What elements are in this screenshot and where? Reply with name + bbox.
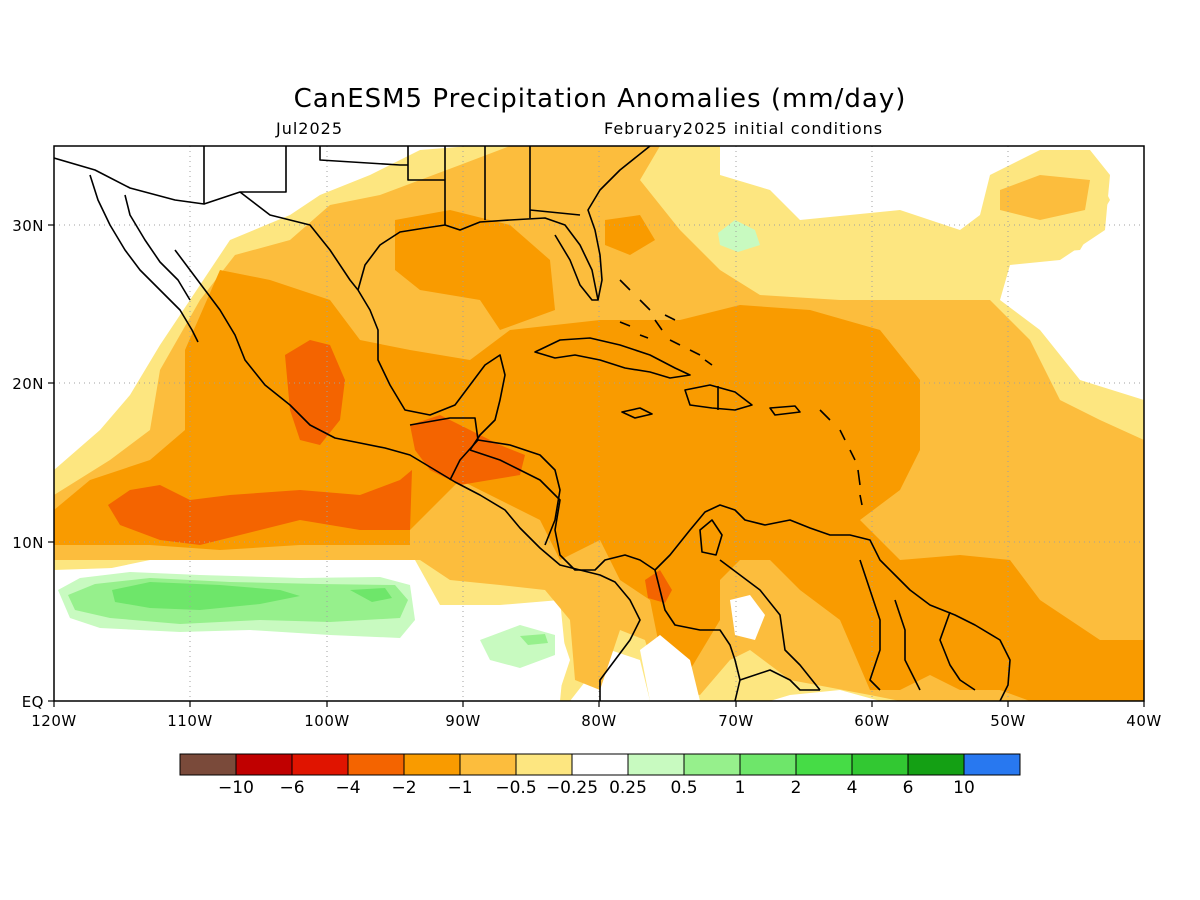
lon-label-40w: 40W (1126, 712, 1161, 730)
longitude-labels: 120W 110W 100W 90W 80W 70W 60W 50W 40W (31, 712, 1161, 730)
lon-label-70w: 70W (718, 712, 753, 730)
colorbar-label: −10 (218, 778, 254, 798)
colorbar-label: 2 (791, 778, 802, 798)
colorbar-swatch (403, 753, 461, 776)
colorbar-swatch (347, 753, 405, 776)
lon-label-110w: 110W (167, 712, 212, 730)
colorbar: −10 −6 −4 −2 −1 −0.5 −0.25 0.25 0.5 1 2 4 6 10 (179, 753, 1021, 798)
lat-label-20n: 20N (12, 375, 44, 393)
colorbar-label: −6 (279, 778, 304, 798)
anomaly-region-dry-medium (1000, 175, 1090, 220)
latitude-labels: EQ 10N 20N 30N (12, 217, 44, 711)
colorbar-swatch (907, 753, 965, 776)
initial-conditions-label: February2025 initial conditions (604, 119, 884, 138)
lat-label-10n: 10N (12, 534, 44, 552)
forecast-month-label: Jul2025 (276, 119, 344, 138)
lon-label-80w: 80W (581, 712, 616, 730)
anomaly-fields (54, 146, 1144, 701)
colorbar-label: 6 (903, 778, 914, 798)
colorbar-label: −4 (335, 778, 360, 798)
colorbar-swatch (459, 753, 517, 776)
colorbar-label: 4 (847, 778, 858, 798)
colorbar-label: 10 (953, 778, 975, 798)
anomaly-region-dry-heavy (108, 470, 412, 545)
colorbar-swatch (515, 753, 573, 776)
colorbar-label: −1 (447, 778, 472, 798)
anomaly-region-neutral (640, 635, 700, 701)
anomaly-region-wet-strong (350, 588, 392, 602)
colorbar-swatch (963, 753, 1021, 776)
anomaly-region-dry-strong (605, 215, 655, 255)
anomaly-region-wet-light (718, 220, 760, 252)
colorbar-label: 1 (735, 778, 746, 798)
anomaly-region-wet-strong (112, 582, 300, 610)
colorbar-label: −0.5 (495, 778, 536, 798)
lon-label-60w: 60W (854, 712, 889, 730)
lat-label-30n: 30N (12, 217, 44, 235)
axis-ticks (48, 224, 1145, 707)
colorbar-label: 0.25 (609, 778, 647, 798)
lon-label-50w: 50W (990, 712, 1025, 730)
lon-label-100w: 100W (304, 712, 349, 730)
colorbar-label: −0.25 (546, 778, 598, 798)
anomaly-region-dry-heavy (410, 415, 525, 485)
lon-label-90w: 90W (445, 712, 480, 730)
colorbar-label: 0.5 (670, 778, 697, 798)
lat-label-eq: EQ (22, 693, 44, 711)
anomaly-region-neutral (730, 595, 765, 640)
colorbar-swatch (179, 753, 237, 776)
colorbar-swatch (291, 753, 349, 776)
colorbar-swatch (571, 753, 629, 776)
anomaly-region-dry-heavy (285, 340, 345, 445)
colorbar-swatch (851, 753, 909, 776)
lat-lon-grid (54, 146, 1144, 701)
colorbar-swatch (683, 753, 741, 776)
lon-label-120w: 120W (31, 712, 76, 730)
colorbar-swatch (739, 753, 797, 776)
map-title: CanESM5 Precipitation Anomalies (mm/day) (293, 84, 907, 114)
colorbar-swatch (795, 753, 853, 776)
anomaly-region-dry-strong (395, 210, 555, 330)
anomaly-region-wet-medium (520, 634, 548, 645)
coastlines-and-borders (54, 146, 1011, 701)
colorbar-swatch (235, 753, 293, 776)
colorbar-label: −2 (391, 778, 416, 798)
colorbar-swatch (627, 753, 685, 776)
